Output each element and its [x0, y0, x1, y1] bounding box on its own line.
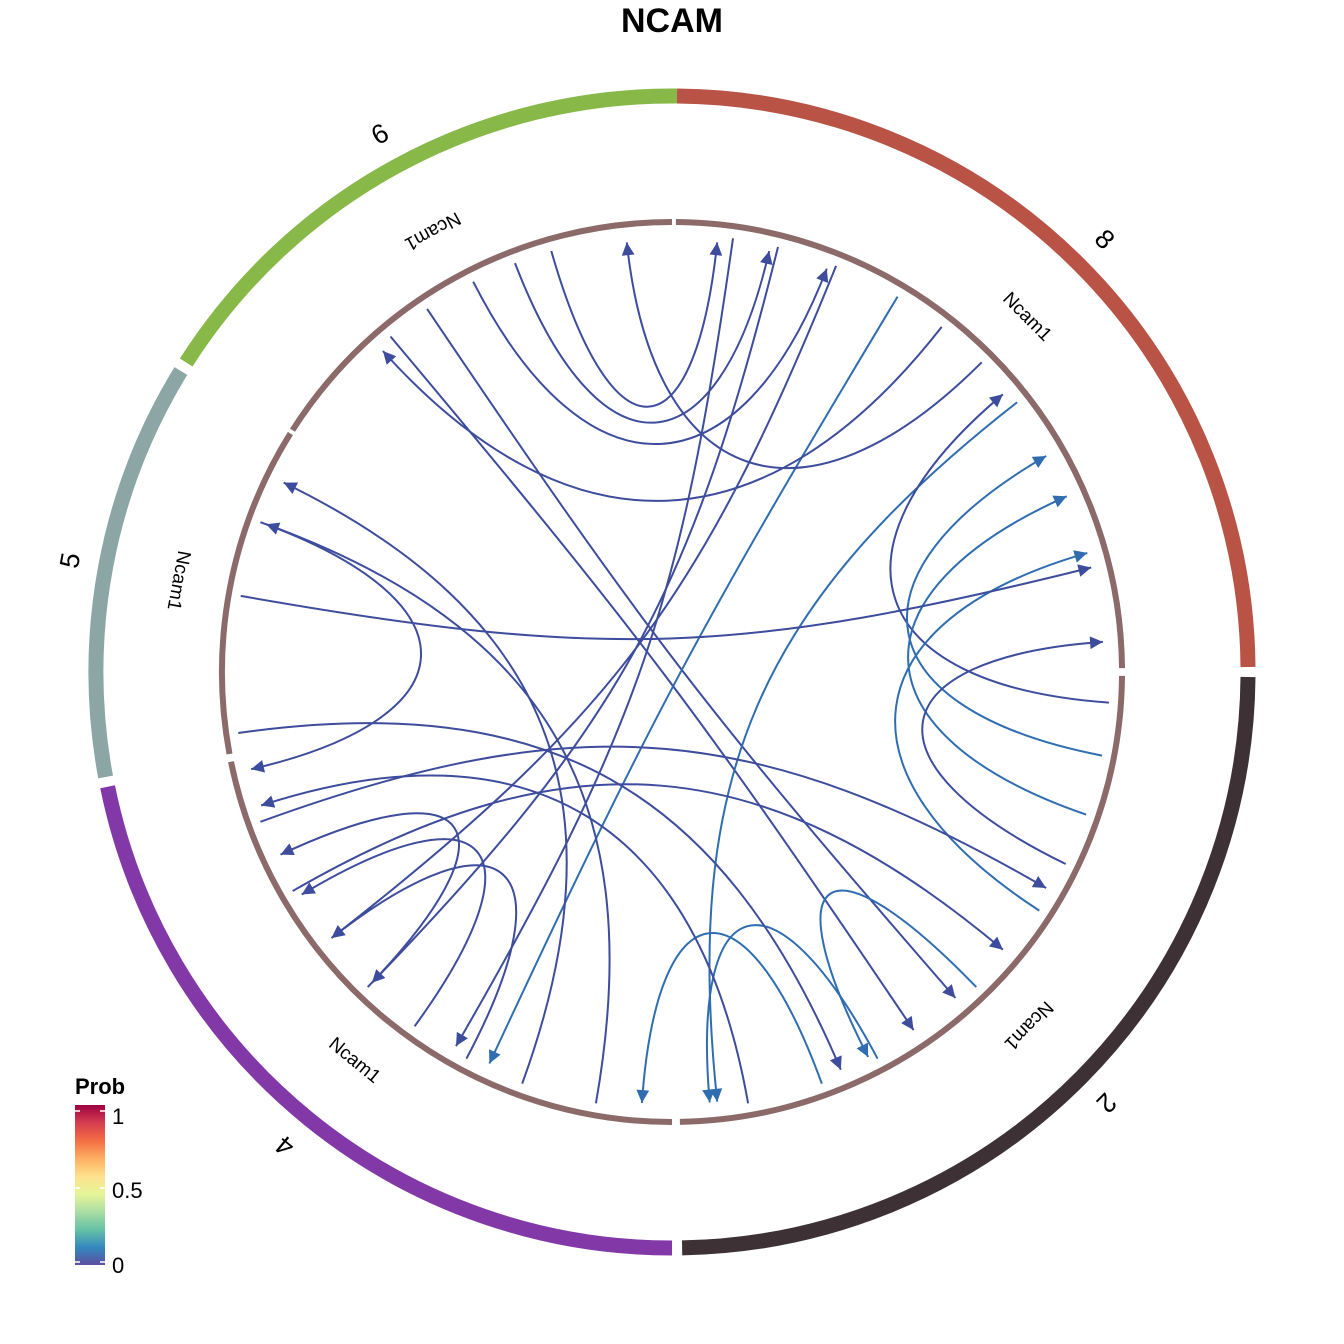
- gene-arc: [675, 219, 1125, 669]
- group-label-2: 2: [1091, 1087, 1123, 1119]
- interaction-edge: [621, 242, 983, 469]
- group-label-5: 5: [54, 550, 86, 570]
- group-arc-4: [100, 785, 673, 1256]
- gene-label: Ncam1: [163, 549, 195, 612]
- gene-label: Ncam1: [324, 1034, 384, 1088]
- group-arc-5: [88, 367, 188, 779]
- interaction-edge: [455, 238, 734, 1047]
- gene-arc: [289, 219, 673, 432]
- interaction-edge: [265, 522, 611, 1104]
- interaction-edge: [514, 250, 773, 424]
- interaction-edge: [472, 268, 829, 445]
- interaction-edge: [280, 812, 460, 988]
- group-labels: 8 2 4 5 6: [54, 117, 1122, 1162]
- interaction-edge: [921, 636, 1103, 865]
- interaction-edge: [371, 246, 779, 984]
- interaction-edge: [250, 521, 422, 773]
- gene-arc: [679, 675, 1125, 1125]
- interaction-edge: [292, 783, 1004, 951]
- interaction-edge: [260, 745, 1047, 889]
- interaction-edge: [819, 889, 978, 1058]
- interaction-edge: [240, 564, 1092, 641]
- interaction-edge: [636, 932, 823, 1103]
- gene-arc: [219, 431, 293, 755]
- gene-label: Ncam1: [401, 207, 464, 254]
- legend-title: Prob: [75, 1074, 125, 1099]
- chart-title: NCAM: [621, 2, 723, 40]
- legend-tick-label-0.5: 0.5: [112, 1178, 143, 1203]
- gene-label: Ncam1: [1000, 997, 1057, 1055]
- group-arc-6: [179, 88, 678, 367]
- interaction-edges: [238, 238, 1109, 1104]
- interaction-edge: [283, 481, 568, 1084]
- interaction-edge: [260, 774, 750, 1104]
- interaction-edge: [382, 326, 943, 502]
- legend-tick-label-1: 1: [112, 1104, 124, 1129]
- interaction-edge: [907, 495, 1087, 816]
- gene-label: Ncam1: [998, 288, 1055, 345]
- gene-arc: [228, 761, 673, 1125]
- interaction-edge: [330, 864, 518, 1060]
- interaction-edge: [488, 296, 899, 1064]
- outer-group-ring: [88, 88, 1256, 1256]
- prob-legend: Prob 1 0.5 0: [75, 1074, 143, 1278]
- interaction-edge: [389, 335, 915, 1031]
- interaction-edge: [889, 393, 1109, 704]
- group-arc-8: [676, 88, 1256, 668]
- inner-gene-ring: [219, 219, 1125, 1125]
- interaction-edge: [894, 550, 1088, 912]
- legend-colorbar: [75, 1105, 105, 1265]
- legend-tick-label-0: 0: [112, 1253, 124, 1278]
- interaction-edge: [906, 455, 1103, 757]
- group-label-4: 4: [269, 1130, 300, 1163]
- interaction-edge: [238, 722, 842, 1071]
- group-arc-2: [681, 676, 1256, 1256]
- interaction-edge: [550, 242, 723, 408]
- interaction-edge: [330, 265, 838, 939]
- interaction-edge: [301, 838, 486, 1027]
- group-label-8: 8: [1089, 223, 1121, 255]
- interaction-edge: [702, 924, 879, 1103]
- group-label-6: 6: [366, 117, 394, 151]
- interaction-edge: [426, 308, 957, 999]
